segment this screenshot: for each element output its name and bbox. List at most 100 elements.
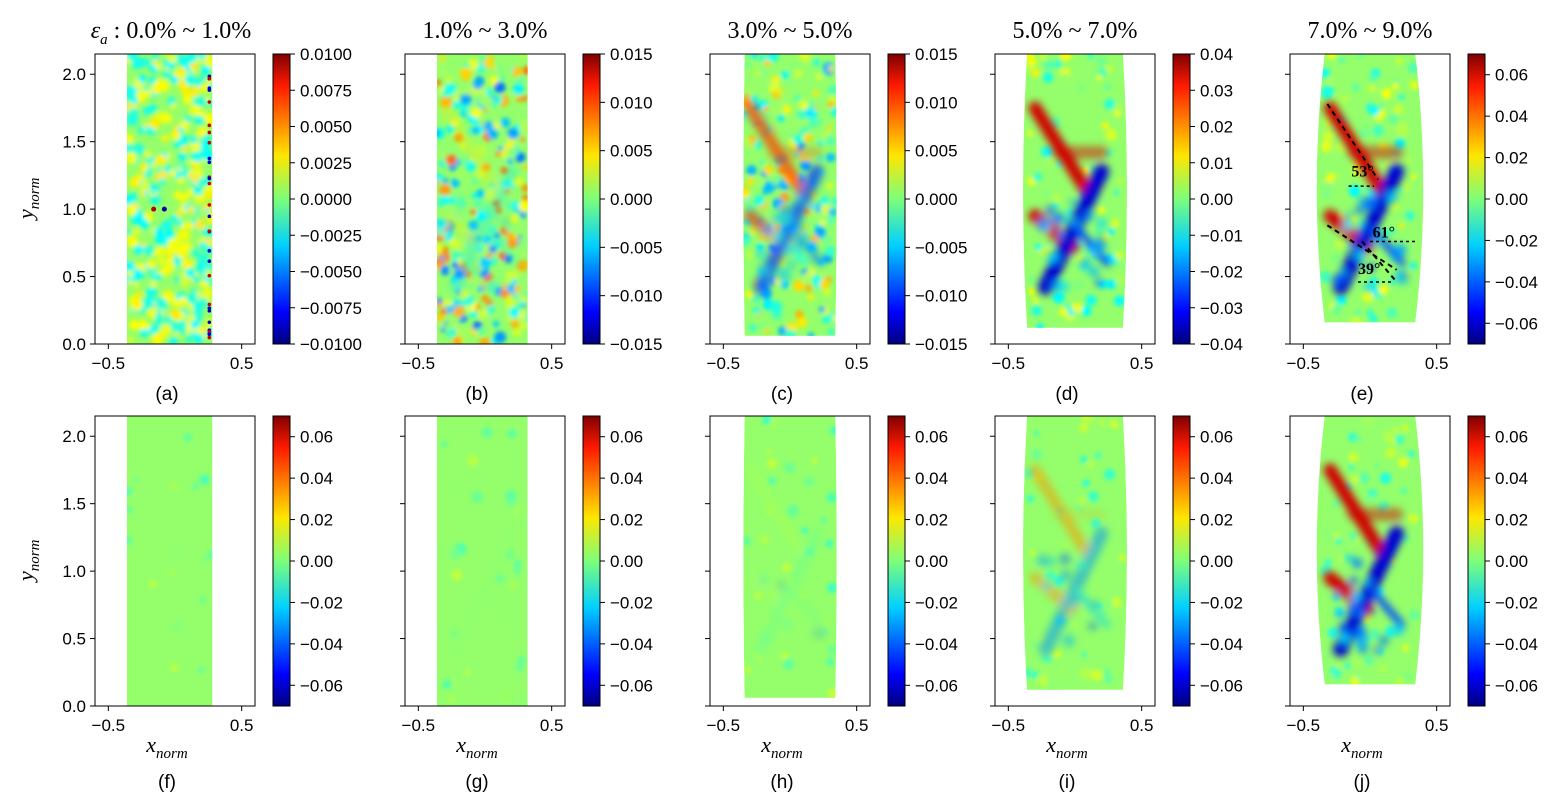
colorbar-tick-label: −0.01 (1200, 226, 1243, 245)
colorbar-tick-label: 0.02 (915, 511, 948, 530)
colorbar (887, 415, 906, 707)
colorbar-tick-label: 0.0025 (300, 154, 352, 173)
colorbar-tick-label: 0.02 (1200, 118, 1233, 137)
colorbar-tick-label: 0.03 (1200, 81, 1233, 100)
panel-title: εa : 0.0% ~ 1.0% (91, 18, 252, 48)
colorbar-tick-label: 0.04 (1200, 469, 1233, 488)
angle-guide-line (1326, 224, 1398, 271)
strain-field (437, 54, 528, 344)
shear-bands (1028, 101, 1111, 295)
panel-c: −0.5 0.5 (c) 3.0% ~ 5.0% 0.015 0.010 0.005 0.00… (705, 18, 967, 405)
colorbar-tick-label: −0.02 (1495, 231, 1538, 250)
colorbar-tick-label: −0.010 (915, 287, 967, 306)
x-tick-label: −0.5 (1287, 354, 1321, 373)
colorbar-tick-label: −0.0100 (300, 335, 362, 354)
x-axis-label: xnorm (455, 732, 498, 762)
colorbar-tick-label: 0.015 (610, 45, 653, 64)
x-tick-label: 0.5 (230, 716, 254, 735)
axes-frame (709, 415, 871, 707)
specimen-background (1316, 416, 1424, 685)
colorbar-tick-label: −0.06 (1200, 676, 1243, 695)
x-tick-label: 0.5 (230, 354, 254, 373)
strain-field (1316, 416, 1424, 685)
panel-e: −0.5 0.5 (e) 7.0% ~ 9.0% 53° 61° 39° 0.06 0.04 0.… (1285, 18, 1538, 405)
strain-field (1023, 416, 1127, 690)
colorbar-tick-label: −0.02 (610, 593, 653, 612)
y-tick-label: 1.0 (62, 200, 86, 219)
strain-field (743, 416, 837, 698)
colorbar-tick-label: −0.04 (1495, 635, 1538, 654)
x-tick-label: −0.5 (707, 354, 741, 373)
axes-frame (94, 415, 256, 707)
colorbar-tick-label: 0.00 (1495, 552, 1528, 571)
specimen-background (437, 416, 528, 706)
colorbar-tick-label: 0.000 (610, 190, 653, 209)
colorbar-tick-label: −0.02 (1200, 593, 1243, 612)
colorbar (272, 415, 291, 707)
edge-speckle (207, 86, 212, 91)
strain-field (1023, 54, 1127, 328)
specimen-background (127, 416, 213, 706)
y-tick-label: 1.5 (62, 133, 86, 152)
colorbar-tick-label: 0.06 (1200, 428, 1233, 447)
axes-frame (1289, 53, 1451, 345)
x-tick-label: 0.5 (845, 716, 869, 735)
x-tick-label: 0.5 (1130, 354, 1154, 373)
axes-frame (994, 415, 1156, 707)
y-tick-label: 0.0 (62, 697, 86, 716)
colorbar-tick-label: 0.0050 (300, 118, 352, 137)
panel-label: (c) (771, 384, 793, 405)
colorbar-tick-label: 0.005 (610, 142, 653, 161)
x-tick-label: 0.5 (540, 354, 564, 373)
angle-annotation: 39° (1358, 261, 1380, 278)
specimen-background (743, 54, 837, 336)
angle-guide-line (1326, 103, 1379, 180)
x-tick-label: 0.5 (845, 354, 869, 373)
axes-frame (994, 53, 1156, 345)
x-tick-label: 0.5 (1130, 716, 1154, 735)
y-axis-label: ynorm (13, 177, 43, 221)
axes-frame (404, 415, 566, 707)
colorbar-tick-label: 0.06 (1495, 428, 1528, 447)
strain-field (127, 416, 213, 706)
colorbar-tick-label: −0.04 (300, 635, 343, 654)
x-axis-label: xnorm (760, 732, 803, 762)
panel-label: (g) (465, 772, 488, 793)
axes-frame (709, 53, 871, 345)
x-tick-label: −0.5 (707, 716, 741, 735)
edge-speckle (207, 140, 212, 145)
colorbar-tick-label: 0.0075 (300, 81, 352, 100)
edge-speckle (207, 160, 212, 165)
edge-speckle (207, 76, 212, 81)
x-axis-label: xnorm (145, 732, 188, 762)
panel-label: (e) (1350, 384, 1373, 405)
panel-i: −0.5 0.5 xnorm (i) 0.06 0.04 0.02 0.00 −0.02 −0.0… (990, 415, 1243, 793)
y-tick-label: 2.0 (62, 65, 86, 84)
colorbar (1467, 415, 1486, 707)
panel-a: 0.0 0.5 1.0 1.5 2.0 −0.5 0.5 ynorm (a) εa : 0.0% … (13, 18, 362, 405)
panel-j: −0.5 0.5 xnorm (j) 0.06 0.04 0.02 0.00 −0.02 −0.0… (1285, 415, 1538, 793)
edge-speckle (207, 273, 212, 278)
colorbar-tick-label: −0.06 (915, 676, 958, 695)
speckle-noise (441, 427, 526, 706)
x-tick-label: −0.5 (992, 716, 1026, 735)
panel-title: 7.0% ~ 9.0% (1308, 18, 1433, 44)
colorbar (582, 53, 601, 345)
panel-label: (i) (1059, 772, 1076, 793)
colorbar-tick-label: −0.02 (300, 593, 343, 612)
axes-frame (404, 53, 566, 345)
colorbar-tick-label: 0.06 (915, 428, 948, 447)
x-tick-label: −0.5 (402, 354, 436, 373)
panel-label: (h) (770, 772, 793, 793)
colorbar-tick-label: 0.01 (1200, 154, 1233, 173)
colorbar-tick-label: 0.005 (915, 142, 958, 161)
shear-bands (440, 465, 521, 656)
x-axis-label: xnorm (1045, 732, 1088, 762)
edge-speckle (207, 181, 212, 186)
edge-speckle (207, 156, 212, 161)
edge-speckle (207, 335, 212, 340)
colorbar-tick-label: −0.015 (610, 335, 662, 354)
colorbar-tick-label: 0.06 (300, 428, 333, 447)
edge-speckle (207, 306, 212, 311)
colorbar-tick-label: 0.00 (610, 552, 643, 571)
